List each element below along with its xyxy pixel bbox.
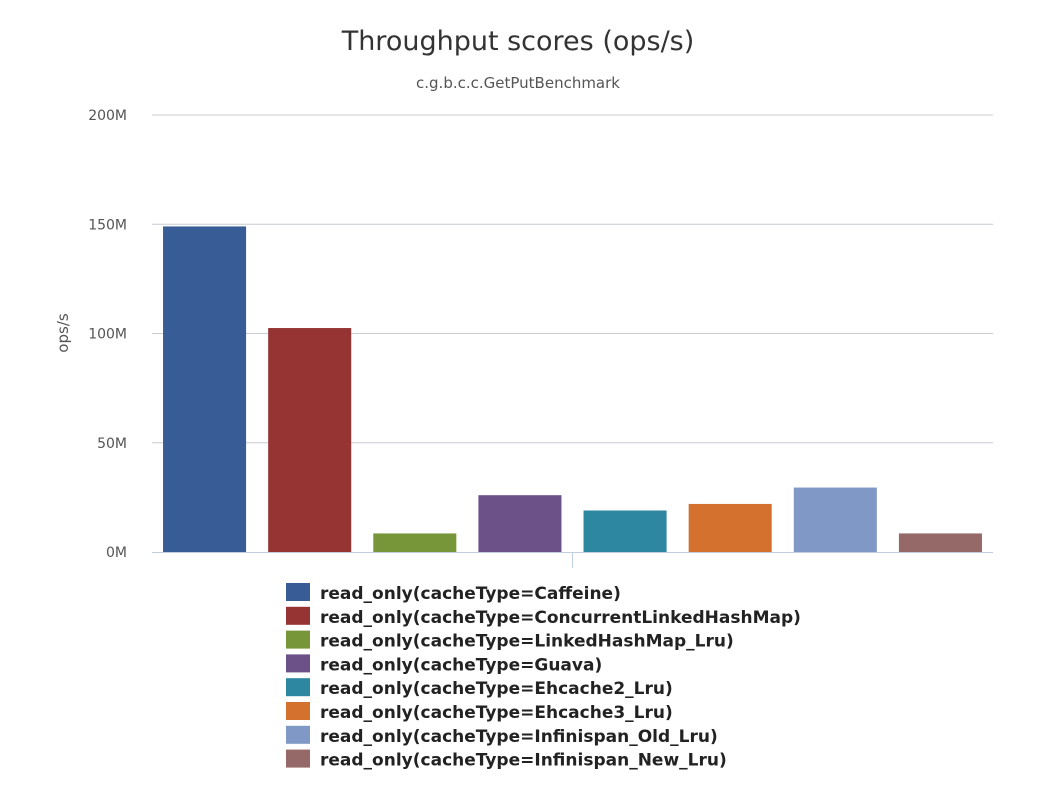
bar[interactable]	[163, 226, 247, 552]
legend-label: read_only(cacheType=Caffeine)	[320, 584, 621, 604]
legend-label: read_only(cacheType=Ehcache3_Lru)	[320, 703, 673, 723]
bar[interactable]	[373, 533, 457, 552]
legend-item[interactable]: read_only(cacheType=Infinispan_New_Lru)	[286, 749, 727, 771]
y-tick-label: 100M	[88, 327, 127, 343]
y-tick-label: 200M	[88, 108, 127, 124]
legend-item[interactable]: read_only(cacheType=LinkedHashMap_Lru)	[286, 630, 734, 652]
legend-label: read_only(cacheType=Infinispan_Old_Lru)	[320, 727, 718, 747]
legend-swatch	[286, 654, 310, 673]
bar[interactable]	[898, 533, 982, 552]
legend-item[interactable]: read_only(cacheType=ConcurrentLinkedHash…	[286, 606, 801, 628]
legend-item[interactable]: read_only(cacheType=Ehcache2_Lru)	[286, 678, 673, 699]
legend-swatch	[286, 583, 310, 601]
bar[interactable]	[793, 487, 877, 552]
bar[interactable]	[688, 503, 772, 552]
bar[interactable]	[583, 510, 667, 552]
legend-label: read_only(cacheType=LinkedHashMap_Lru)	[320, 632, 734, 652]
legend-label: read_only(cacheType=Infinispan_New_Lru)	[320, 751, 727, 771]
legend-swatch	[286, 678, 310, 697]
chart-subtitle: c.g.b.c.c.GetPutBenchmark	[416, 74, 620, 92]
bars	[163, 226, 982, 552]
legend-item[interactable]: read_only(cacheType=Infinispan_Old_Lru)	[286, 725, 718, 747]
bar[interactable]	[268, 328, 352, 552]
legend-item[interactable]: read_only(cacheType=Caffeine)	[286, 583, 621, 604]
legend-label: read_only(cacheType=Guava)	[320, 655, 602, 675]
legend-item[interactable]: read_only(cacheType=Guava)	[286, 654, 602, 675]
y-tick-label: 50M	[97, 436, 127, 452]
legend-swatch	[286, 749, 310, 768]
y-tick-label: 150M	[88, 217, 127, 233]
bar[interactable]	[478, 495, 562, 552]
chart-title: Throughput scores (ops/s)	[341, 26, 695, 57]
y-axis-ticks: 0M 50M 100M 150M 200M	[88, 108, 127, 561]
legend-swatch	[286, 725, 310, 744]
legend-label: read_only(cacheType=Ehcache2_Lru)	[320, 679, 673, 699]
legend-swatch	[286, 702, 310, 720]
legend-item[interactable]: read_only(cacheType=Ehcache3_Lru)	[286, 702, 673, 723]
y-tick-label: 0M	[106, 545, 127, 561]
legend-label: read_only(cacheType=ConcurrentLinkedHash…	[320, 608, 801, 628]
y-axis-label: ops/s	[54, 313, 72, 353]
legend-swatch	[286, 606, 310, 625]
legend: read_only(cacheType=Caffeine) read_only(c…	[286, 583, 801, 771]
legend-swatch	[286, 630, 310, 649]
